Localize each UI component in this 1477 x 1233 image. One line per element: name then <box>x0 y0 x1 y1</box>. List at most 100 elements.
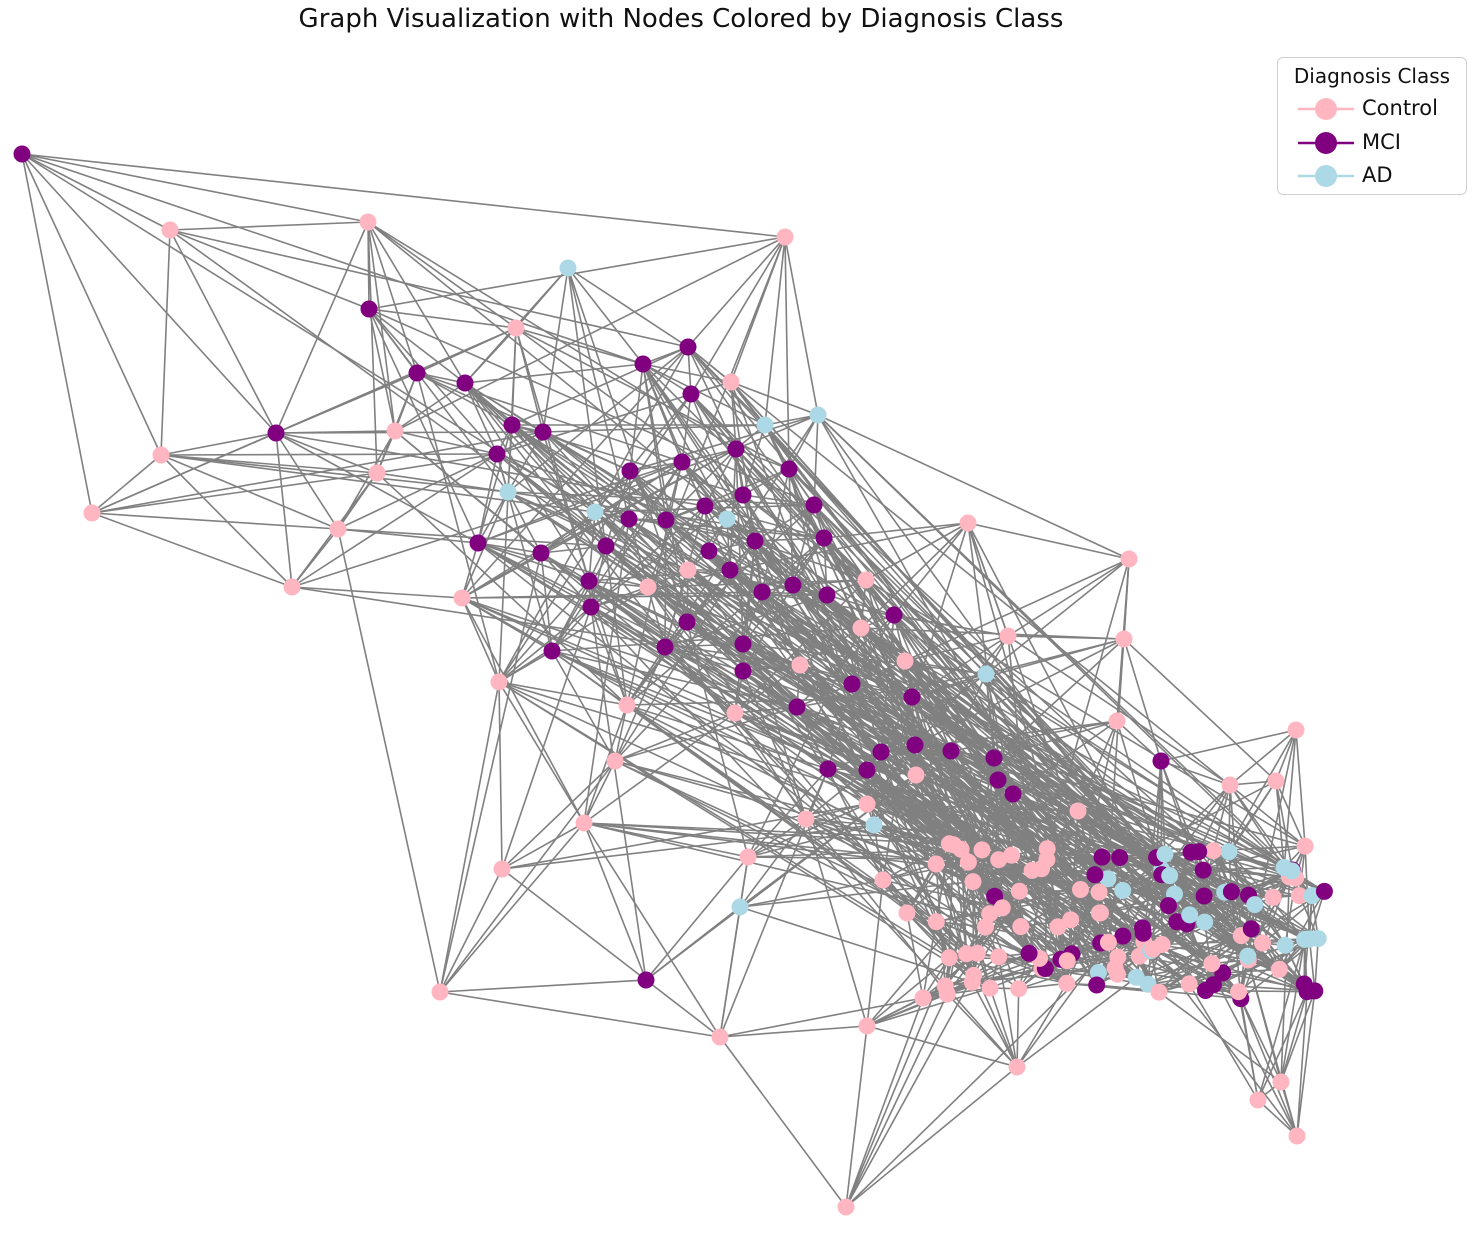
node-control <box>507 319 525 337</box>
node-ad <box>1127 968 1145 986</box>
graph-edge <box>784 236 790 470</box>
node-mci <box>788 698 806 716</box>
node-control <box>1288 1127 1306 1145</box>
node-mci <box>1114 927 1132 945</box>
graph-edge <box>614 646 666 762</box>
graph-edge <box>477 542 1000 958</box>
node-control <box>1069 802 1087 820</box>
node-control <box>896 652 914 670</box>
graph-edge <box>614 704 628 762</box>
graph-edge <box>754 540 1242 1000</box>
node-control <box>1296 837 1314 855</box>
node-control <box>1109 948 1127 966</box>
node-ad <box>1161 867 1179 885</box>
graph-edge <box>91 512 339 530</box>
graph-edge <box>439 822 585 993</box>
node-mci <box>1242 920 1260 938</box>
graph-edge <box>439 681 500 993</box>
graph-edge <box>704 505 1096 876</box>
graph-edge <box>501 606 592 870</box>
graph-edge <box>275 432 293 588</box>
graph-edge <box>906 912 924 999</box>
node-mci <box>903 688 921 706</box>
graph-edge <box>796 706 884 881</box>
graph-edge <box>498 681 950 959</box>
graph-edge <box>1275 780 1285 868</box>
graph-edge <box>1240 998 1282 1083</box>
graph-edge <box>567 267 644 365</box>
node-mci <box>906 736 924 754</box>
graph-edge <box>588 569 731 582</box>
graph-edge <box>160 432 277 456</box>
node-ad <box>1089 964 1107 981</box>
graph-edge <box>464 327 517 384</box>
graph-edge <box>730 381 819 416</box>
graph-edge <box>739 879 884 908</box>
graph-edge <box>742 670 1230 853</box>
graph-edge <box>1280 939 1306 1083</box>
graph-edge <box>275 432 339 530</box>
node-control <box>776 228 794 246</box>
graph-edge <box>464 382 498 455</box>
graph-edge <box>742 424 766 496</box>
graph-edge <box>1202 869 1274 899</box>
graph-edge <box>394 382 466 432</box>
graph-edge <box>1257 1099 1298 1137</box>
node-control <box>359 213 377 231</box>
graph-edge <box>477 542 542 554</box>
graph-edge <box>911 696 1043 870</box>
node-control <box>493 860 511 878</box>
graph-edge <box>1123 638 1162 762</box>
graph-edge <box>1240 998 1298 1137</box>
node-ad <box>1181 906 1199 924</box>
graph-edge <box>590 606 647 981</box>
node-control <box>952 840 970 858</box>
graph-edge <box>788 414 819 470</box>
graph-edge <box>845 993 949 1208</box>
graph-edge <box>21 153 277 434</box>
node-control <box>711 1028 729 1046</box>
node-ad <box>559 259 577 277</box>
node-control <box>1287 721 1305 739</box>
graph-edge <box>439 760 616 993</box>
node-mci <box>1086 866 1104 884</box>
node-control <box>990 948 1008 966</box>
graph-edge <box>160 454 509 493</box>
graph-edge <box>21 153 644 365</box>
node-mci <box>637 971 655 989</box>
legend-item-ad: AD <box>1296 161 1466 191</box>
node-mci <box>784 576 802 594</box>
node-control <box>1092 904 1109 922</box>
graph-edge <box>583 518 630 824</box>
node-mci <box>679 338 697 356</box>
legend-item-mci: MCI <box>1296 128 1466 158</box>
graph-edge <box>645 856 749 981</box>
node-mci <box>1194 861 1212 879</box>
node-control <box>1008 1058 1026 1076</box>
node-control <box>1003 846 1021 864</box>
node-control <box>959 853 977 871</box>
node-mci <box>734 662 752 680</box>
node-control <box>606 752 624 770</box>
graph-edge <box>719 1025 868 1038</box>
graph-edge <box>911 696 955 846</box>
node-control <box>739 848 757 866</box>
node-mci <box>1295 975 1313 993</box>
graph-edge <box>91 454 162 514</box>
node-mci <box>580 572 598 590</box>
graph-edge <box>1077 720 1118 812</box>
node-ad <box>1220 843 1238 861</box>
node-mci <box>989 771 1007 789</box>
node-ad <box>977 665 995 683</box>
node-mci <box>657 511 675 529</box>
node-mci <box>746 532 764 550</box>
graph-edge <box>275 221 369 434</box>
node-mci <box>1004 785 1022 803</box>
graph-edge <box>764 236 786 426</box>
graph-edge <box>567 267 630 520</box>
graph-edge <box>367 221 418 374</box>
node-mci <box>1088 976 1106 994</box>
graph-edge <box>498 681 503 870</box>
node-mci <box>734 635 752 653</box>
node-control <box>726 704 744 722</box>
